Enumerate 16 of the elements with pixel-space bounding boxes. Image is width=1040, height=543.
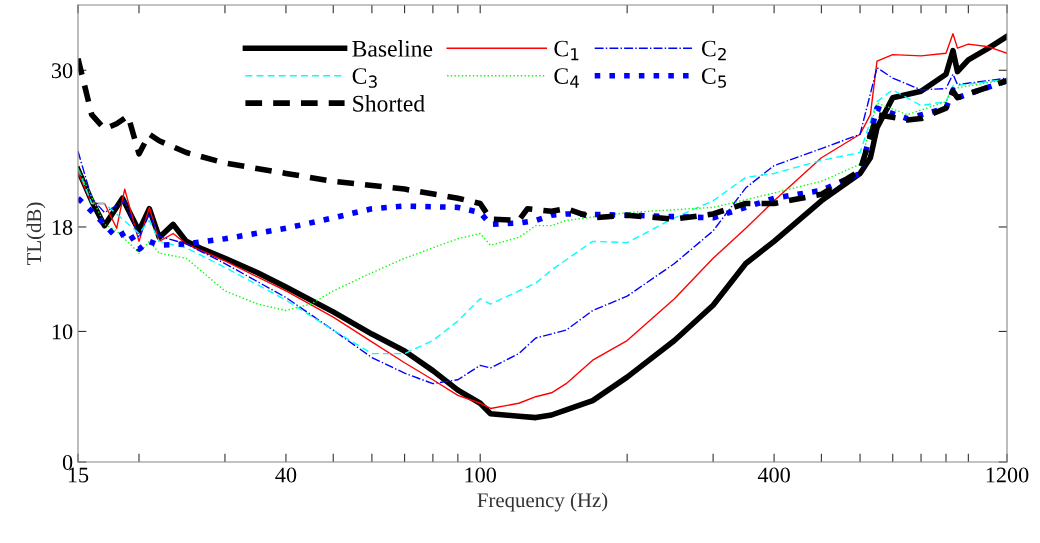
x-tick-label: 400 [757,467,790,483]
x-axis-title: Frequency (Hz) [477,492,608,512]
y-tick-label: 30 [51,63,73,79]
legend-label: C$_{1}$ [554,40,579,61]
legend-label: Baseline [352,40,433,57]
legend-label: Shorted [353,95,425,112]
y-tick-label: 18 [52,219,73,235]
legend-label: C$_{5}$ [701,68,726,88]
legend-label: C$_{3}$ [352,68,377,88]
x-tick-label: 40 [275,467,297,483]
y-tick-label: 10 [52,324,73,340]
y-axis-title: TL(dB) [26,202,46,265]
legend-label: C$_{2}$ [701,40,726,61]
x-tick-label: 1200 [986,467,1029,483]
x-tick-label: 100 [465,467,497,483]
legend-label: C$_{4}$ [554,68,579,88]
